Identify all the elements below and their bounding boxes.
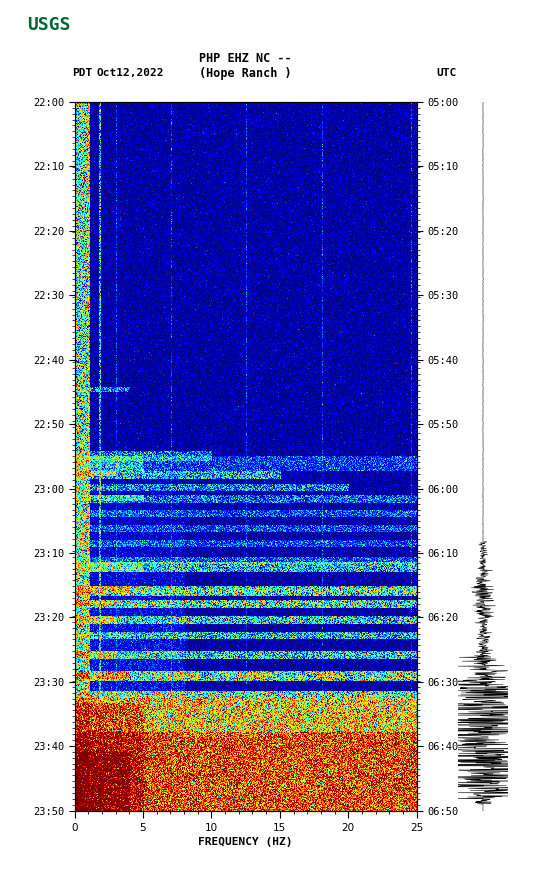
Text: PDT: PDT — [72, 68, 92, 79]
Text: PHP EHZ NC --: PHP EHZ NC -- — [199, 52, 292, 64]
Text: UTC: UTC — [436, 68, 457, 79]
Text: USGS: USGS — [28, 16, 71, 34]
Text: Oct12,2022: Oct12,2022 — [97, 68, 164, 79]
Polygon shape — [8, 9, 24, 41]
X-axis label: FREQUENCY (HZ): FREQUENCY (HZ) — [198, 837, 293, 847]
Text: (Hope Ranch ): (Hope Ranch ) — [199, 67, 292, 79]
